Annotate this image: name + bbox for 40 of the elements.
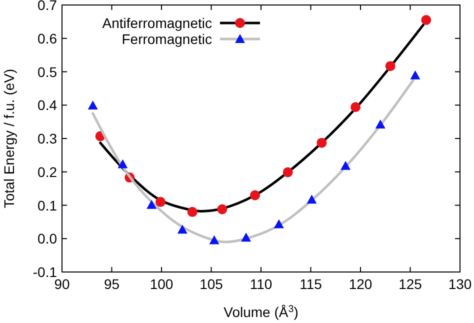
- point: [146, 200, 157, 209]
- point: [385, 61, 396, 72]
- legend-label: Ferromagnetic: [122, 31, 212, 47]
- x-tick-label: 95: [104, 276, 120, 292]
- point: [177, 224, 188, 234]
- x-tick-label: 105: [200, 276, 224, 292]
- y-axis-title: Total Energy / f.u. (eV): [1, 68, 17, 208]
- point: [217, 204, 228, 214]
- point: [282, 167, 293, 178]
- point: [274, 219, 284, 228]
- point: [421, 15, 432, 26]
- point: [375, 119, 386, 128]
- legend-label: Antiferromagnetic: [102, 15, 212, 31]
- point: [410, 70, 420, 80]
- x-tick-label: 110: [250, 276, 272, 292]
- point: [241, 232, 252, 242]
- y-tick-label: 0.2: [38, 164, 58, 180]
- y-tick-label: 0.0: [38, 230, 58, 247]
- point: [156, 196, 166, 207]
- y-tick-label: 0.3: [38, 130, 58, 146]
- x-tick-label: 115: [300, 276, 322, 292]
- x-tick-label: 100: [150, 276, 174, 292]
- y-tick-label: 0.5: [38, 64, 58, 80]
- x-tick-label: 130: [448, 276, 472, 292]
- point: [306, 194, 317, 204]
- y-tick-label: 0.1: [38, 197, 58, 214]
- point: [209, 235, 220, 244]
- point: [187, 206, 198, 217]
- point: [340, 160, 351, 170]
- point: [118, 159, 128, 168]
- point: [350, 102, 361, 112]
- y-tick-label: 0.6: [38, 30, 58, 46]
- point: [316, 138, 327, 148]
- y-tick-label: 0.7: [38, 0, 58, 13]
- x-tick-label: 125: [398, 276, 422, 292]
- x-axis-title: Volume (Å$^{3}$): [224, 304, 298, 320]
- y-tick-label: 0.4: [38, 97, 58, 114]
- point: [250, 190, 260, 200]
- point: [88, 100, 98, 110]
- x-tick-label: 120: [348, 276, 372, 292]
